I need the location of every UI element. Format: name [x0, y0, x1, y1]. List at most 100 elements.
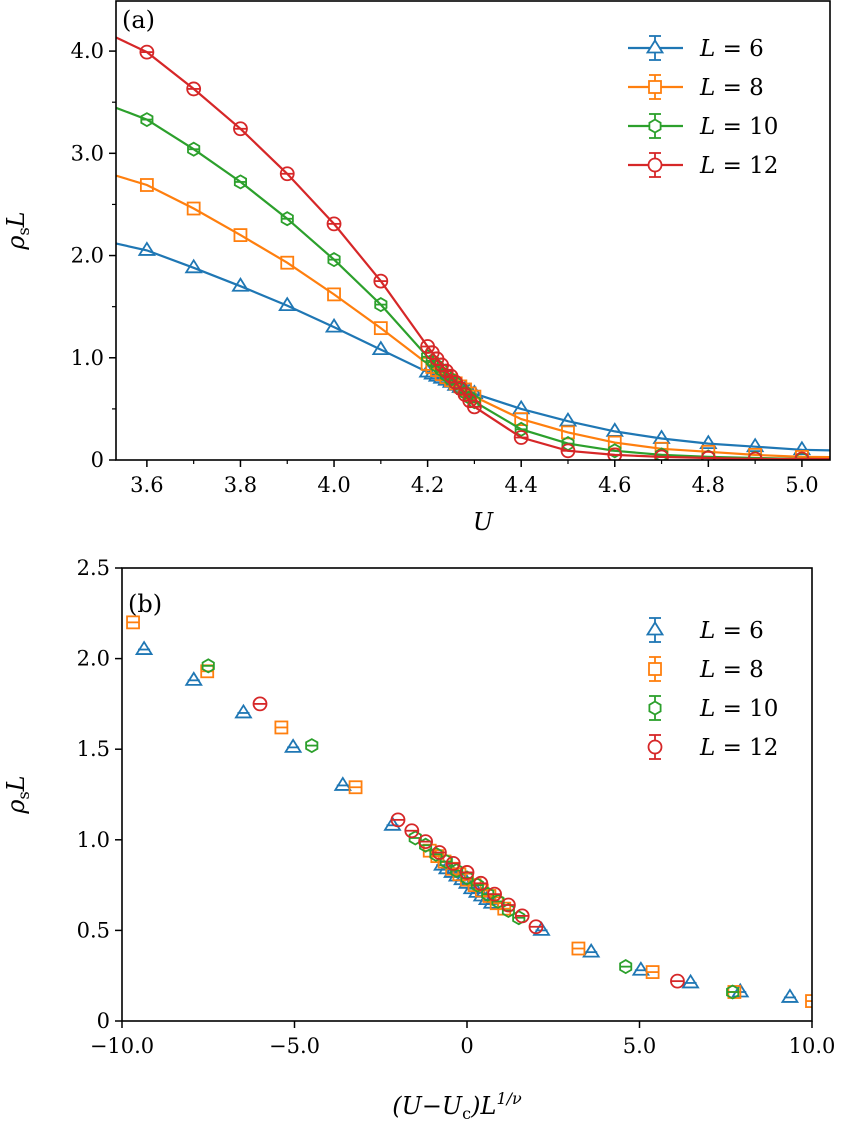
legend-marker	[647, 157, 663, 173]
data-point	[459, 865, 475, 880]
data-point	[631, 961, 651, 976]
legend-label-var: L	[699, 735, 715, 761]
data-point	[514, 412, 529, 427]
x-tick-label: 3.6	[130, 473, 163, 497]
data-point	[470, 877, 484, 893]
data-point	[283, 738, 303, 753]
data-point	[607, 447, 623, 460]
axes-frame	[121, 567, 813, 1022]
y-tick-label: 3.0	[71, 141, 104, 165]
y-axis-label: ρsL	[2, 211, 33, 250]
data-point	[699, 434, 718, 450]
legend-label-var: L	[699, 618, 715, 644]
data-point	[429, 846, 443, 862]
plot-area	[126, 615, 812, 1008]
y-axis-label-sub: s	[14, 227, 33, 235]
legend-item: L = 6	[645, 617, 764, 644]
x-tick-label: −5.0	[269, 1034, 320, 1058]
legend-label-var: L	[699, 75, 715, 101]
legend-label-value: = 6	[715, 618, 764, 644]
data-point	[324, 317, 344, 333]
y-axis-label: ρsL	[2, 775, 33, 814]
data-point	[252, 696, 268, 712]
data-point	[780, 988, 800, 1003]
data-point	[184, 671, 203, 686]
data-point	[186, 81, 202, 97]
data-point	[473, 875, 489, 891]
data-point	[231, 277, 250, 292]
x-axis-label: U	[473, 508, 494, 536]
y-tick-label: 0.5	[77, 918, 110, 942]
legend-label: L = 6	[699, 36, 764, 62]
data-point	[184, 258, 203, 274]
legend-marker	[645, 38, 665, 54]
data-point	[383, 816, 402, 831]
data-point	[655, 447, 669, 460]
legend-label: L = 8	[699, 657, 764, 683]
data-point	[233, 228, 248, 243]
y-axis-label-sub: s	[14, 791, 33, 799]
legend-marker	[648, 662, 662, 676]
x-tick-label: 0	[460, 1034, 473, 1058]
data-point	[371, 340, 390, 355]
legend: L = 6L = 8L = 10L = 12	[628, 35, 778, 179]
x-tick-label: 4.8	[692, 473, 725, 497]
x-label-sub: c	[462, 1104, 471, 1123]
legend-marker	[647, 739, 663, 755]
legend-item: L = 6	[628, 35, 764, 62]
data-point	[582, 942, 601, 958]
y-tick-label: 1.0	[71, 346, 104, 370]
series-L6	[116, 241, 830, 456]
data-point	[186, 201, 201, 216]
data-point	[619, 959, 633, 975]
series-line	[116, 242, 830, 452]
legend-item: L = 8	[628, 74, 764, 101]
legend-label-value: = 10	[715, 696, 778, 722]
legend: L = 6L = 8L = 10L = 12	[645, 617, 778, 761]
data-point	[487, 886, 503, 902]
plot-area	[116, 36, 830, 460]
panel-label: (b)	[128, 590, 162, 618]
y-axis-label-tail: L	[2, 211, 30, 228]
series-L6	[134, 640, 800, 1003]
data-point	[305, 738, 319, 754]
x-tick-label: 4.6	[598, 473, 631, 497]
data-point	[278, 296, 297, 312]
y-axis-label-main: ρ	[2, 800, 30, 815]
panel-b: −10.0 −5.0 0 5.0 10.0 0 0.5 1.0 1.5 2.0 2.5 (b) (U−U…	[2, 556, 835, 1123]
x-tick-label: 4.2	[411, 473, 444, 497]
data-point	[137, 241, 157, 256]
data-point	[528, 919, 544, 935]
legend-label: L = 10	[699, 696, 778, 722]
x-tick-label: 5.0	[623, 1034, 656, 1058]
legend-marker	[648, 700, 662, 716]
data-point	[513, 430, 529, 445]
data-point	[794, 451, 810, 460]
series-L10	[201, 658, 740, 1000]
legend-label: L = 12	[699, 735, 778, 761]
data-point	[700, 450, 716, 460]
legend-label: L = 12	[699, 153, 778, 179]
data-point	[681, 973, 700, 989]
data-point	[747, 451, 763, 460]
x-label-sup: 1/ν	[496, 1089, 522, 1108]
data-point	[280, 211, 294, 227]
data-point	[404, 823, 420, 839]
y-tick-label: 1.5	[77, 737, 110, 761]
data-point	[233, 174, 248, 190]
legend-item: L = 8	[648, 656, 764, 683]
data-point	[514, 908, 530, 924]
x-tick-label: 4.0	[317, 473, 350, 497]
series-L12	[252, 696, 685, 989]
series-line	[116, 106, 830, 460]
legend-label-value: = 8	[715, 657, 764, 683]
legend-label: L = 8	[699, 75, 764, 101]
series-L12	[116, 36, 830, 460]
data-point	[467, 399, 482, 415]
data-point	[425, 353, 439, 369]
data-point	[670, 973, 685, 989]
legend-label: L = 6	[699, 618, 764, 644]
data-point	[431, 845, 447, 860]
legend-label-value: = 12	[715, 153, 778, 179]
